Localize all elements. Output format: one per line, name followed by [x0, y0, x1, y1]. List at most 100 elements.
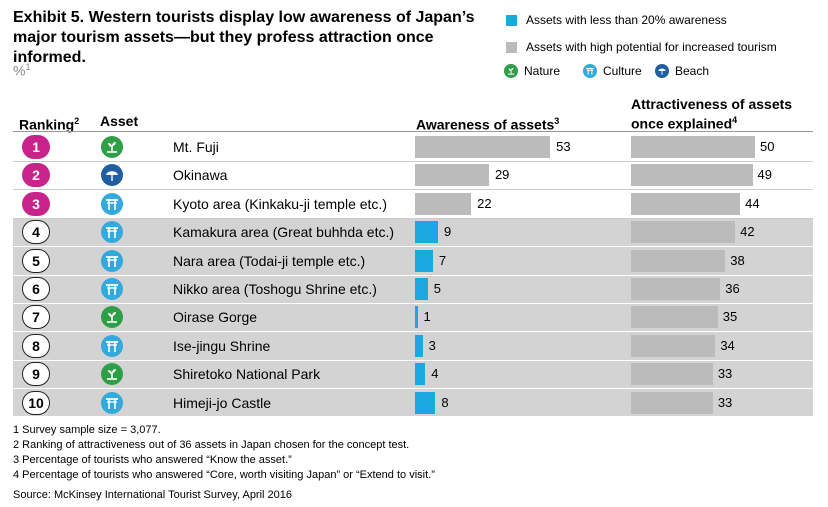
- attractiveness-value: 35: [722, 309, 738, 325]
- legend-gray-swatch: [506, 41, 517, 53]
- nature-icon: [101, 136, 123, 158]
- culture-icon: [101, 221, 123, 244]
- rank-badge: 9: [22, 362, 50, 387]
- attractiveness-bar: [631, 249, 726, 272]
- header-attractiveness: Attractiveness of assets once explained4: [631, 96, 793, 132]
- awareness-bar: [415, 136, 551, 158]
- attractiveness-value: 49: [757, 167, 772, 183]
- awareness-value: 9: [443, 224, 452, 240]
- awareness-bar: [415, 391, 436, 414]
- footnote-2: 2 Ranking of attractiveness out of 36 as…: [13, 439, 410, 451]
- attractiveness-bar: [631, 136, 755, 158]
- row-divider: [13, 274, 813, 276]
- table-row: 2 Okinawa 29 49: [0, 161, 828, 189]
- rank-badge: 8: [22, 333, 50, 358]
- culture-icon: [101, 249, 123, 272]
- awareness-bar: [415, 306, 418, 329]
- legend-nature: Nature: [504, 64, 560, 78]
- header-ranking: Ranking2: [19, 116, 80, 133]
- awareness-value: 4: [431, 366, 439, 382]
- header-awareness: Awareness of assets3: [416, 116, 560, 133]
- legend-culture: Culture: [583, 64, 642, 78]
- asset-name: Mt. Fuji: [173, 139, 219, 155]
- legend-high-potential-label: Assets with high potential for increased…: [526, 40, 777, 54]
- legend-blue-swatch: [506, 14, 517, 26]
- table-row: 10 Himeji-jo Castle 8 33: [0, 389, 828, 417]
- attractiveness-value: 42: [740, 224, 755, 240]
- asset-name: Kyoto area (Kinkaku-ji temple etc.): [173, 195, 387, 212]
- attractiveness-bar: [631, 306, 718, 329]
- asset-name: Ise-jingu Shrine: [173, 337, 271, 354]
- awareness-bar: [415, 278, 428, 300]
- nature-icon: [101, 306, 123, 329]
- attractiveness-bar: [631, 221, 736, 244]
- attractiveness-value: 50: [760, 139, 775, 154]
- culture-icon: [101, 192, 123, 215]
- culture-icon: [101, 334, 123, 357]
- rank-badge: 10: [22, 390, 50, 415]
- row-divider: [13, 359, 813, 361]
- legend-high-potential: Assets with high potential for increased…: [506, 40, 777, 54]
- row-divider: [13, 189, 813, 191]
- attractiveness-value: 33: [717, 366, 733, 382]
- attractiveness-bar: [631, 192, 741, 215]
- awareness-value: 7: [438, 252, 447, 268]
- legend-beach: Beach: [655, 64, 709, 78]
- rank-badge: 4: [22, 220, 50, 245]
- header-asset: Asset: [100, 113, 139, 129]
- table-row: 6 Nikko area (Toshogu Shrine etc.) 5 36: [0, 275, 828, 303]
- attractiveness-value: 38: [730, 252, 745, 268]
- legend-beach-label: Beach: [675, 64, 710, 78]
- nature-icon: [504, 64, 518, 78]
- rank-badge: 5: [22, 248, 50, 273]
- attractiveness-value: 33: [717, 394, 733, 410]
- attractiveness-bar: [631, 164, 753, 187]
- awareness-bar: [415, 221, 438, 244]
- asset-name: Himeji-jo Castle: [173, 394, 272, 411]
- awareness-bar: [415, 363, 426, 386]
- attractiveness-bar: [631, 391, 713, 414]
- footnote-1: 1 Survey sample size = 3,077.: [13, 424, 161, 436]
- awareness-bar: [415, 334, 423, 357]
- attractiveness-bar: [631, 363, 713, 386]
- asset-name: Shiretoko National Park: [173, 366, 321, 383]
- footnote-3: 3 Percentage of tourists who answered “K…: [13, 454, 292, 466]
- nature-icon: [101, 363, 123, 386]
- attractiveness-bar: [631, 334, 716, 357]
- awareness-bar: [415, 192, 472, 215]
- attractiveness-value: 36: [725, 281, 740, 296]
- attractiveness-bar: [631, 278, 721, 300]
- footnote-4: 4 Percentage of tourists who answered “C…: [13, 469, 435, 481]
- row-divider: [13, 161, 813, 162]
- legend-low-awareness-label: Assets with less than 20% awareness: [526, 13, 727, 27]
- unit-label: %1: [13, 62, 31, 79]
- beach-icon: [101, 164, 123, 187]
- awareness-value: 5: [433, 281, 441, 296]
- table-row: 7 Oirase Gorge 1 35: [0, 303, 828, 331]
- beach-icon: [655, 64, 669, 78]
- table-row: 1 Mt. Fuji 53 50: [0, 133, 828, 161]
- table-row: 9 Shiretoko National Park 4 33: [0, 360, 828, 388]
- table-row: 3 Kyoto area (Kinkaku-ji temple etc.) 22 44: [0, 190, 828, 218]
- awareness-bar: [415, 249, 433, 272]
- asset-name: Nara area (Todai-ji temple etc.): [173, 252, 366, 269]
- table-row: 5 Nara area (Todai-ji temple etc.) 7 38: [0, 247, 828, 275]
- legend-nature-label: Nature: [524, 64, 561, 78]
- legend-low-awareness: Assets with less than 20% awareness: [506, 13, 727, 27]
- asset-name: Kamakura area (Great buhhda etc.): [173, 224, 395, 241]
- awareness-value: 8: [441, 394, 449, 410]
- culture-icon: [583, 64, 597, 78]
- rank-badge: 3: [22, 191, 50, 216]
- row-divider: [13, 388, 813, 390]
- source-note: Source: McKinsey International Tourist S…: [13, 489, 293, 501]
- awareness-value: 29: [494, 167, 510, 183]
- table-row: 4 Kamakura area (Great buhhda etc.) 9 42: [0, 218, 828, 246]
- rank-badge: 7: [22, 305, 50, 330]
- rank-badge: 2: [22, 163, 50, 188]
- row-divider: [13, 246, 813, 248]
- rank-badge: 6: [22, 277, 50, 301]
- row-divider: [13, 217, 813, 219]
- awareness-value: 53: [556, 139, 571, 154]
- asset-name: Oirase Gorge: [173, 309, 258, 326]
- row-divider: [13, 331, 813, 333]
